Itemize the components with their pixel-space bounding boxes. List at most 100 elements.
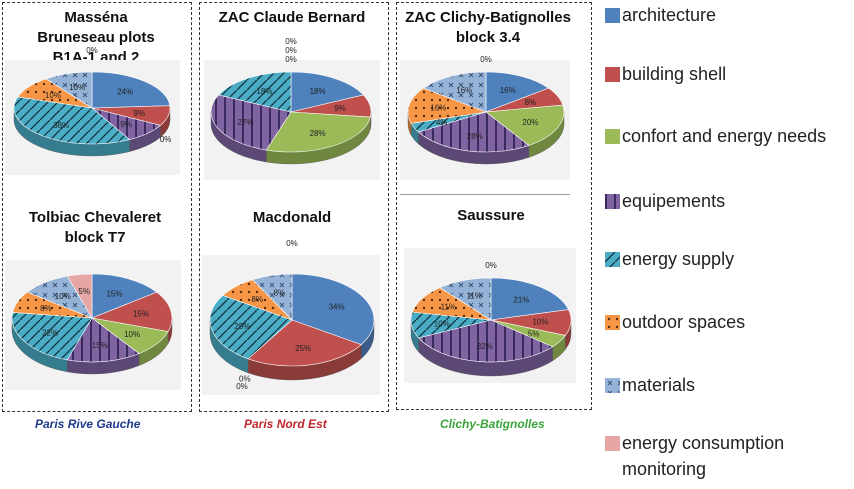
- data-label-architecture: 21%: [513, 295, 529, 304]
- pie-panel-claude-bernard: ZAC Claude Bernard 18% 9% 28% 27% 18% 0% 0% 0%: [197, 0, 387, 190]
- data-label-building-shell: 10%: [532, 318, 548, 327]
- data-label-building-shell: 25%: [295, 344, 311, 353]
- pie-slice-architecture: [91, 273, 158, 319]
- data-label-equipements: 27%: [237, 118, 253, 127]
- pie-slice-confort-and-energy-needs: [265, 111, 371, 153]
- legend-swatch: [605, 436, 620, 451]
- legend-swatch: [605, 67, 620, 82]
- pie-slice-materials: [45, 71, 93, 109]
- data-label-energy-supply: 10%: [434, 319, 450, 328]
- data-label-architecture: 16%: [500, 86, 516, 95]
- clichy-divider: [400, 194, 570, 195]
- group-box-clichy: [396, 2, 592, 410]
- legend-label: energy consumption monitoring: [622, 433, 785, 479]
- chart-title: Saussure: [457, 207, 525, 224]
- data-label-outdoor-spaces: 8%: [251, 295, 263, 304]
- chart-title: Macdonald: [252, 209, 332, 226]
- data-label-outdoor-spaces: 10%: [45, 91, 61, 100]
- data-label-building-shell: 9%: [334, 104, 346, 113]
- data-label-confort-and-energy-needs: 28%: [310, 129, 326, 138]
- data-label-confort-and-energy-needs: 20%: [522, 118, 538, 127]
- data-label-architecture: 15%: [106, 290, 122, 299]
- pie-slice-architecture: [485, 71, 550, 113]
- pie-panel-clichy-batignolles: ZAC Clichy-Batignolles block 3.4 16% 8% 20…: [396, 0, 592, 190]
- data-label-outdoor-spaces: 0%: [285, 55, 297, 64]
- legend-label: energy supply: [622, 249, 735, 269]
- group-box-nord-est: [199, 2, 389, 412]
- pie-slice-equipements: [66, 317, 140, 363]
- chart-title: ZAC Clichy-Batignolles block 3.4: [405, 9, 571, 46]
- pie-slice-materials: [422, 71, 487, 113]
- pie-slice-materials: [251, 273, 293, 321]
- data-label-confort-and-energy-needs: 5%: [528, 329, 540, 338]
- data-label-energy-consumption-monitoring: 5%: [78, 287, 90, 296]
- legend-swatch: [605, 378, 620, 393]
- data-label-equipements: 28%: [467, 132, 483, 141]
- pie-slice-architecture: [290, 71, 364, 113]
- data-label-materials: 10%: [69, 83, 85, 92]
- data-label-outdoor-spaces: 11%: [441, 303, 456, 312]
- pie-slice-building-shell: [90, 291, 173, 332]
- group-label-nord-est: Paris Nord Est: [244, 417, 327, 431]
- data-label-equipements: 9%: [120, 120, 132, 129]
- data-label-energy-supply: 4%: [436, 118, 448, 127]
- pie-slice-confort-and-energy-needs: [485, 104, 565, 146]
- data-label-equipements: 32%: [477, 342, 493, 351]
- data-label-materials: 11%: [466, 292, 481, 301]
- group-label-clichy: Clichy-Batignolles: [440, 417, 545, 431]
- data-label-energy-consumption-monitoring: 0%: [86, 46, 98, 55]
- pie-slice-energy-supply: [11, 312, 93, 361]
- data-label-energy-consumption-monitoring: 0%: [480, 55, 492, 64]
- chart-title: Tolbiac Chevaleret block T7: [28, 209, 162, 246]
- pie-svg: 21% 10% 5% 32% 10% 11% 11% 0%: [410, 261, 572, 377]
- pie-slice-materials: [439, 277, 492, 321]
- pie-slice-architecture: [91, 71, 171, 109]
- pie-svg: 34%25%0%0%25%8%8%0%: [209, 239, 375, 391]
- pie-slice-energy-supply: [218, 71, 292, 113]
- pie-panel-tolbiac: Tolbiac Chevaleret block T7 15% 15% 10% 15%…: [0, 200, 190, 400]
- data-label-energy-supply: 38%: [53, 121, 69, 130]
- pie-slice-equipements: [418, 319, 554, 363]
- pie-slice-outdoor-spaces: [407, 87, 488, 124]
- data-label-confort-and-energy-needs: 10%: [124, 330, 140, 339]
- legend-label: confort and energy needs: [622, 126, 827, 146]
- legend-swatch: [605, 129, 620, 144]
- data-label-architecture: 34%: [329, 302, 345, 311]
- pie-svg: 15%15%10%15%22%8%10%5%: [11, 273, 173, 375]
- data-label-architecture: 24%: [117, 88, 133, 97]
- legend-swatch: [605, 315, 620, 330]
- legend-label: building shell: [622, 64, 727, 84]
- legend-label: equipements: [622, 191, 726, 211]
- data-label-materials: 8%: [274, 288, 286, 297]
- data-label-materials: 16%: [456, 86, 472, 95]
- pie-svg: 16% 8% 20% 28% 4% 16% 16% 0%: [407, 55, 565, 165]
- pie-slice-energy-supply: [209, 295, 293, 360]
- data-label-energy-supply: 22%: [42, 329, 58, 338]
- data-label-energy-consumption-monitoring: 0%: [285, 37, 297, 46]
- chart-title: ZAC Claude Bernard: [218, 9, 366, 26]
- data-label-energy-supply: 25%: [234, 322, 250, 331]
- pie-slice-building-shell: [247, 319, 362, 367]
- pie-slice-architecture: [490, 277, 569, 321]
- data-label-outdoor-spaces: 16%: [430, 104, 446, 113]
- pie-panel-macdonald: Macdonald 34% 25% 0% 0% 25% 8% 8% 0%: [197, 200, 387, 400]
- data-label-building-shell: 8%: [525, 98, 537, 107]
- pie-slice-energy-supply: [13, 96, 131, 145]
- data-label-equipements: 15%: [92, 341, 108, 350]
- data-label-equipements: 0%: [236, 382, 248, 391]
- data-label-building-shell: 15%: [133, 310, 149, 319]
- data-label-building-shell: 9%: [133, 109, 145, 118]
- pie-panel-massena: Masséna Bruneseau plots B1A-1 and 2 24% 9…: [0, 0, 190, 190]
- pie-slice-equipements: [417, 111, 530, 153]
- group-label-rive-gauche: Paris Rive Gauche: [35, 417, 141, 431]
- pie-svg: 24% 9% 0% 9% 38% 10% 10% 0%: [13, 46, 171, 157]
- group-box-rive-gauche: [2, 2, 192, 412]
- legend-label: outdoor spaces: [622, 312, 746, 332]
- data-label-materials: 0%: [285, 46, 297, 55]
- data-label-architecture: 18%: [310, 87, 326, 96]
- pie-panel-saussure: Saussure 21% 10% 5% 32% 10% 11% 11% 0%: [396, 200, 592, 400]
- data-label-energy-consumption-monitoring: 0%: [485, 261, 497, 270]
- legend-swatch: [605, 252, 620, 267]
- data-label-confort-and-energy-needs: 0%: [239, 374, 251, 383]
